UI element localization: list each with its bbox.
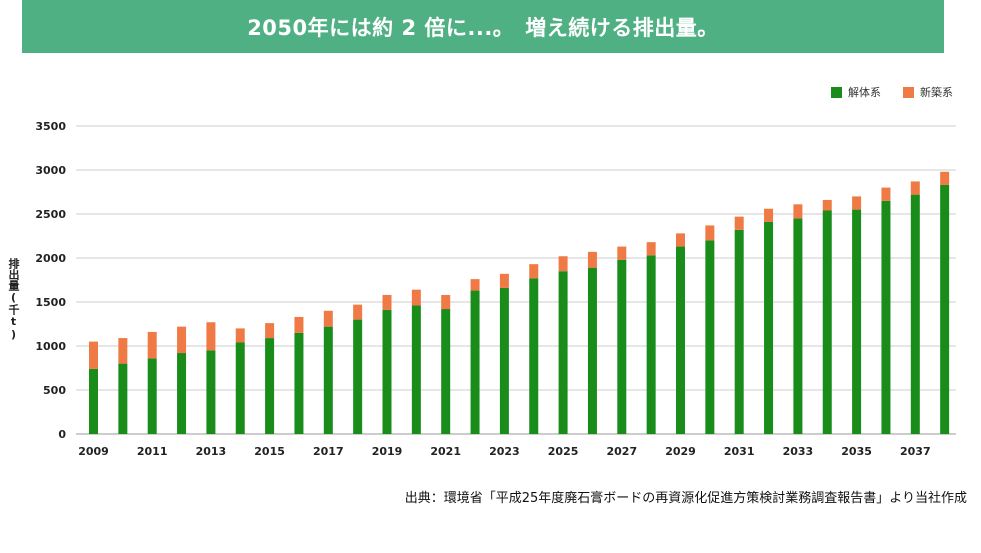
bar-new-construction-2031 bbox=[734, 216, 744, 230]
bar-demolition-2032 bbox=[764, 221, 774, 434]
bar-demolition-2016 bbox=[294, 332, 304, 434]
bar-demolition-2025 bbox=[558, 271, 568, 434]
bar-new-construction-2016 bbox=[294, 316, 304, 333]
bar-demolition-2018 bbox=[353, 319, 363, 434]
bar-new-construction-2012 bbox=[177, 326, 187, 354]
bar-new-construction-2027 bbox=[617, 246, 627, 260]
bar-new-construction-2028 bbox=[646, 242, 656, 256]
bar-new-construction-2022 bbox=[470, 279, 480, 291]
x-tick-label: 2019 bbox=[372, 445, 403, 458]
bar-demolition-2031 bbox=[734, 229, 744, 434]
bar-new-construction-2019 bbox=[382, 294, 392, 310]
bar-demolition-2010 bbox=[118, 363, 128, 434]
x-tick-label: 2021 bbox=[430, 445, 461, 458]
x-tick-label: 2027 bbox=[606, 445, 637, 458]
bar-demolition-2023 bbox=[499, 287, 509, 434]
title-banner: 2050年には約 2 倍に...。 増え続ける排出量。 bbox=[22, 0, 944, 53]
bar-new-construction-2011 bbox=[147, 331, 157, 359]
bar-new-construction-2023 bbox=[499, 273, 509, 288]
bar-demolition-2034 bbox=[822, 210, 832, 434]
bar-new-construction-2010 bbox=[118, 338, 128, 364]
x-tick-label: 2035 bbox=[841, 445, 872, 458]
bar-demolition-2024 bbox=[529, 278, 539, 434]
y-tick-label: 1500 bbox=[35, 296, 66, 309]
x-tick-label: 2033 bbox=[783, 445, 814, 458]
y-tick-label: 0 bbox=[58, 428, 66, 441]
x-tick-label: 2015 bbox=[254, 445, 285, 458]
bar-demolition-2012 bbox=[177, 353, 187, 434]
x-tick-label: 2025 bbox=[548, 445, 579, 458]
bar-new-construction-2021 bbox=[441, 294, 451, 310]
bar-new-construction-2033 bbox=[793, 204, 803, 219]
bar-demolition-2029 bbox=[676, 246, 685, 434]
bar-demolition-2019 bbox=[382, 309, 392, 434]
bar-demolition-2033 bbox=[793, 218, 803, 434]
bar-demolition-2027 bbox=[617, 259, 627, 434]
legend-swatch-new-construction bbox=[903, 86, 914, 98]
y-tick-label: 3000 bbox=[35, 164, 66, 177]
bar-demolition-2037 bbox=[910, 194, 920, 434]
x-tick-label: 2013 bbox=[196, 445, 227, 458]
bar-demolition-2011 bbox=[147, 358, 157, 434]
y-tick-label: 2500 bbox=[35, 208, 66, 221]
y-tick-label: 1000 bbox=[35, 340, 66, 353]
bar-demolition-2014 bbox=[235, 342, 245, 434]
bar-new-construction-2025 bbox=[558, 256, 568, 272]
legend-swatch-demolition bbox=[831, 86, 842, 98]
bar-new-construction-2014 bbox=[235, 328, 245, 343]
bar-new-construction-2037 bbox=[910, 181, 920, 195]
y-tick-label: 2000 bbox=[35, 252, 66, 265]
x-tick-label: 2009 bbox=[78, 445, 109, 458]
chart-legend: 解体系 新築系 bbox=[831, 84, 953, 100]
bar-demolition-2028 bbox=[646, 255, 656, 434]
bar-demolition-2026 bbox=[587, 267, 597, 434]
bar-new-construction-2009 bbox=[89, 341, 98, 369]
legend-label-new-construction: 新築系 bbox=[920, 86, 953, 99]
bar-new-construction-2038 bbox=[940, 171, 950, 185]
x-tick-label: 2023 bbox=[489, 445, 520, 458]
bar-new-construction-2036 bbox=[881, 187, 891, 201]
bar-demolition-2020 bbox=[411, 305, 421, 434]
bar-demolition-2036 bbox=[881, 200, 891, 434]
bar-demolition-2017 bbox=[323, 326, 333, 434]
bar-new-construction-2017 bbox=[323, 310, 333, 327]
legend-label-demolition: 解体系 bbox=[848, 86, 881, 99]
x-tick-label: 2029 bbox=[665, 445, 696, 458]
bar-new-construction-2029 bbox=[676, 233, 685, 247]
x-tick-label: 2017 bbox=[313, 445, 344, 458]
x-tick-label: 2031 bbox=[724, 445, 755, 458]
bar-demolition-2030 bbox=[705, 240, 715, 434]
banner-title: 2050年には約 2 倍に...。 増え続ける排出量。 bbox=[247, 15, 719, 40]
bar-demolition-2022 bbox=[470, 290, 480, 434]
x-tick-label: 2037 bbox=[900, 445, 931, 458]
y-tick-label: 3500 bbox=[35, 120, 66, 133]
bar-new-construction-2020 bbox=[411, 289, 421, 306]
bar-new-construction-2018 bbox=[353, 304, 363, 320]
legend-item-demolition: 解体系 bbox=[831, 84, 881, 100]
y-tick-label: 500 bbox=[43, 384, 66, 397]
bar-demolition-2035 bbox=[852, 209, 862, 434]
bar-new-construction-2030 bbox=[705, 225, 715, 241]
bar-new-construction-2035 bbox=[852, 196, 862, 210]
bar-new-construction-2015 bbox=[265, 323, 275, 339]
bar-demolition-2013 bbox=[206, 350, 216, 434]
bar-new-construction-2034 bbox=[822, 199, 832, 211]
bar-new-construction-2032 bbox=[764, 208, 774, 222]
bar-new-construction-2013 bbox=[206, 322, 216, 351]
y-axis-label: 排出量(千t) bbox=[7, 258, 20, 341]
bar-demolition-2038 bbox=[940, 184, 950, 434]
bar-demolition-2021 bbox=[441, 309, 451, 434]
legend-item-new-construction: 新築系 bbox=[903, 84, 953, 100]
bar-demolition-2015 bbox=[265, 338, 275, 434]
bar-new-construction-2024 bbox=[529, 264, 539, 279]
bar-new-construction-2026 bbox=[587, 251, 597, 268]
source-note: 出典：環境省「平成25年度廃石膏ボードの再資源化促進方策検討業務調査報告書」より… bbox=[404, 491, 967, 506]
x-tick-label: 2011 bbox=[137, 445, 168, 458]
bar-demolition-2009 bbox=[89, 368, 98, 434]
